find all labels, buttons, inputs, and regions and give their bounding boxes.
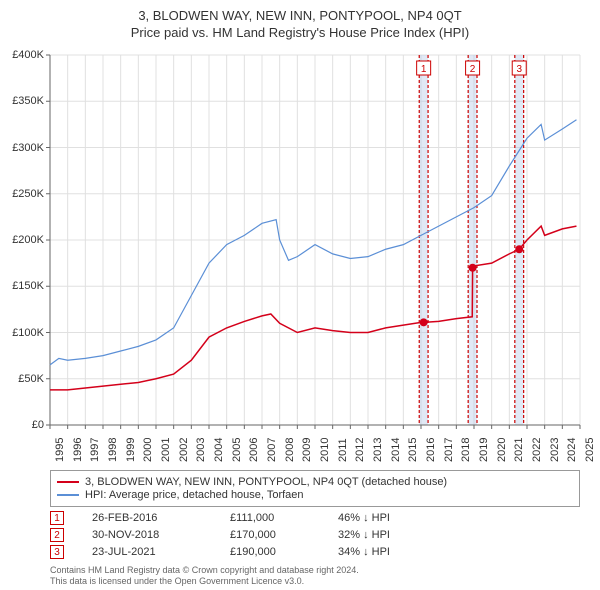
event-row-1: 1 26-FEB-2016 £111,000 46% ↓ HPI [50,511,580,525]
x-tick-label: 1999 [125,438,137,462]
event-date-3: 23-JUL-2021 [92,546,202,558]
x-tick-label: 2002 [178,438,190,462]
x-tick-label: 2000 [142,438,154,462]
svg-text:1: 1 [421,64,427,75]
y-tick-label: £200K [12,234,44,246]
x-tick-label: 1995 [54,438,66,462]
x-tick-label: 2025 [584,438,596,462]
x-axis-labels: 1995 1996 1997 1998 1999 2000 2001 2002 2003 2004… [50,428,580,470]
x-tick-label: 2009 [301,438,313,462]
x-tick-label: 2015 [407,438,419,462]
event-marker-1: 1 [50,511,64,525]
x-tick-label: 2010 [319,438,331,462]
x-tick-label: 2022 [531,438,543,462]
event-price-3: £190,000 [230,546,310,558]
x-tick-label: 2014 [390,438,402,462]
chart-container: 3, BLODWEN WAY, NEW INN, PONTYPOOL, NP4 … [0,0,600,590]
x-tick-label: 2023 [549,438,561,462]
legend-item-hpi: HPI: Average price, detached house, Torf… [57,489,573,501]
x-tick-label: 2008 [284,438,296,462]
y-tick-label: £100K [12,327,44,339]
x-tick-label: 2017 [443,438,455,462]
x-tick-label: 2013 [372,438,384,462]
svg-text:3: 3 [516,64,522,75]
chart-subtitle: Price paid vs. HM Land Registry's House … [0,25,600,40]
x-tick-label: 2021 [513,438,525,462]
x-tick-label: 1998 [107,438,119,462]
x-tick-label: 2020 [496,438,508,462]
legend-swatch-property [57,481,79,483]
footer-line-2: This data is licensed under the Open Gov… [50,576,580,587]
x-tick-label: 2001 [160,438,172,462]
event-date-1: 26-FEB-2016 [92,512,202,524]
footer-line-1: Contains HM Land Registry data © Crown c… [50,565,580,576]
event-row-2: 2 30-NOV-2018 £170,000 32% ↓ HPI [50,528,580,542]
x-tick-label: 2005 [231,438,243,462]
x-tick-label: 2011 [337,438,349,462]
legend-label-property: 3, BLODWEN WAY, NEW INN, PONTYPOOL, NP4 … [85,476,447,488]
legend-item-property: 3, BLODWEN WAY, NEW INN, PONTYPOOL, NP4 … [57,476,573,488]
y-tick-label: £150K [12,280,44,292]
x-tick-label: 2003 [195,438,207,462]
event-marker-3: 3 [50,545,64,559]
x-tick-label: 1996 [72,438,84,462]
event-date-2: 30-NOV-2018 [92,529,202,541]
legend-label-hpi: HPI: Average price, detached house, Torf… [85,489,304,501]
x-tick-label: 2016 [425,438,437,462]
event-table: 1 26-FEB-2016 £111,000 46% ↓ HPI 2 30-NO… [50,508,580,562]
footer: Contains HM Land Registry data © Crown c… [50,565,580,587]
event-row-3: 3 23-JUL-2021 £190,000 34% ↓ HPI [50,545,580,559]
legend: 3, BLODWEN WAY, NEW INN, PONTYPOOL, NP4 … [50,470,580,507]
event-diff-1: 46% ↓ HPI [338,512,390,524]
y-tick-label: £300K [12,142,44,154]
event-diff-2: 32% ↓ HPI [338,529,390,541]
svg-text:2: 2 [470,64,476,75]
event-marker-2: 2 [50,528,64,542]
x-tick-label: 1997 [89,438,101,462]
y-tick-label: £50K [18,373,44,385]
y-tick-label: £250K [12,188,44,200]
x-tick-label: 2012 [354,438,366,462]
x-tick-label: 2018 [460,438,472,462]
event-diff-3: 34% ↓ HPI [338,546,390,558]
y-tick-label: £400K [12,49,44,61]
x-tick-label: 2006 [248,438,260,462]
event-price-1: £111,000 [230,512,310,524]
x-tick-label: 2024 [566,438,578,462]
legend-swatch-hpi [57,494,79,496]
y-tick-label: £350K [12,95,44,107]
x-tick-label: 2004 [213,438,225,462]
event-price-2: £170,000 [230,529,310,541]
plot-area: 1 2 3 [50,55,580,425]
chart-title: 3, BLODWEN WAY, NEW INN, PONTYPOOL, NP4 … [0,8,600,23]
x-tick-label: 2007 [266,438,278,462]
y-tick-label: £0 [32,419,44,431]
title-block: 3, BLODWEN WAY, NEW INN, PONTYPOOL, NP4 … [0,0,600,40]
y-axis-labels: £0£50K£100K£150K£200K£250K£300K£350K£400… [0,55,48,425]
plot-svg: 1 2 3 [50,55,580,425]
x-tick-label: 2019 [478,438,490,462]
